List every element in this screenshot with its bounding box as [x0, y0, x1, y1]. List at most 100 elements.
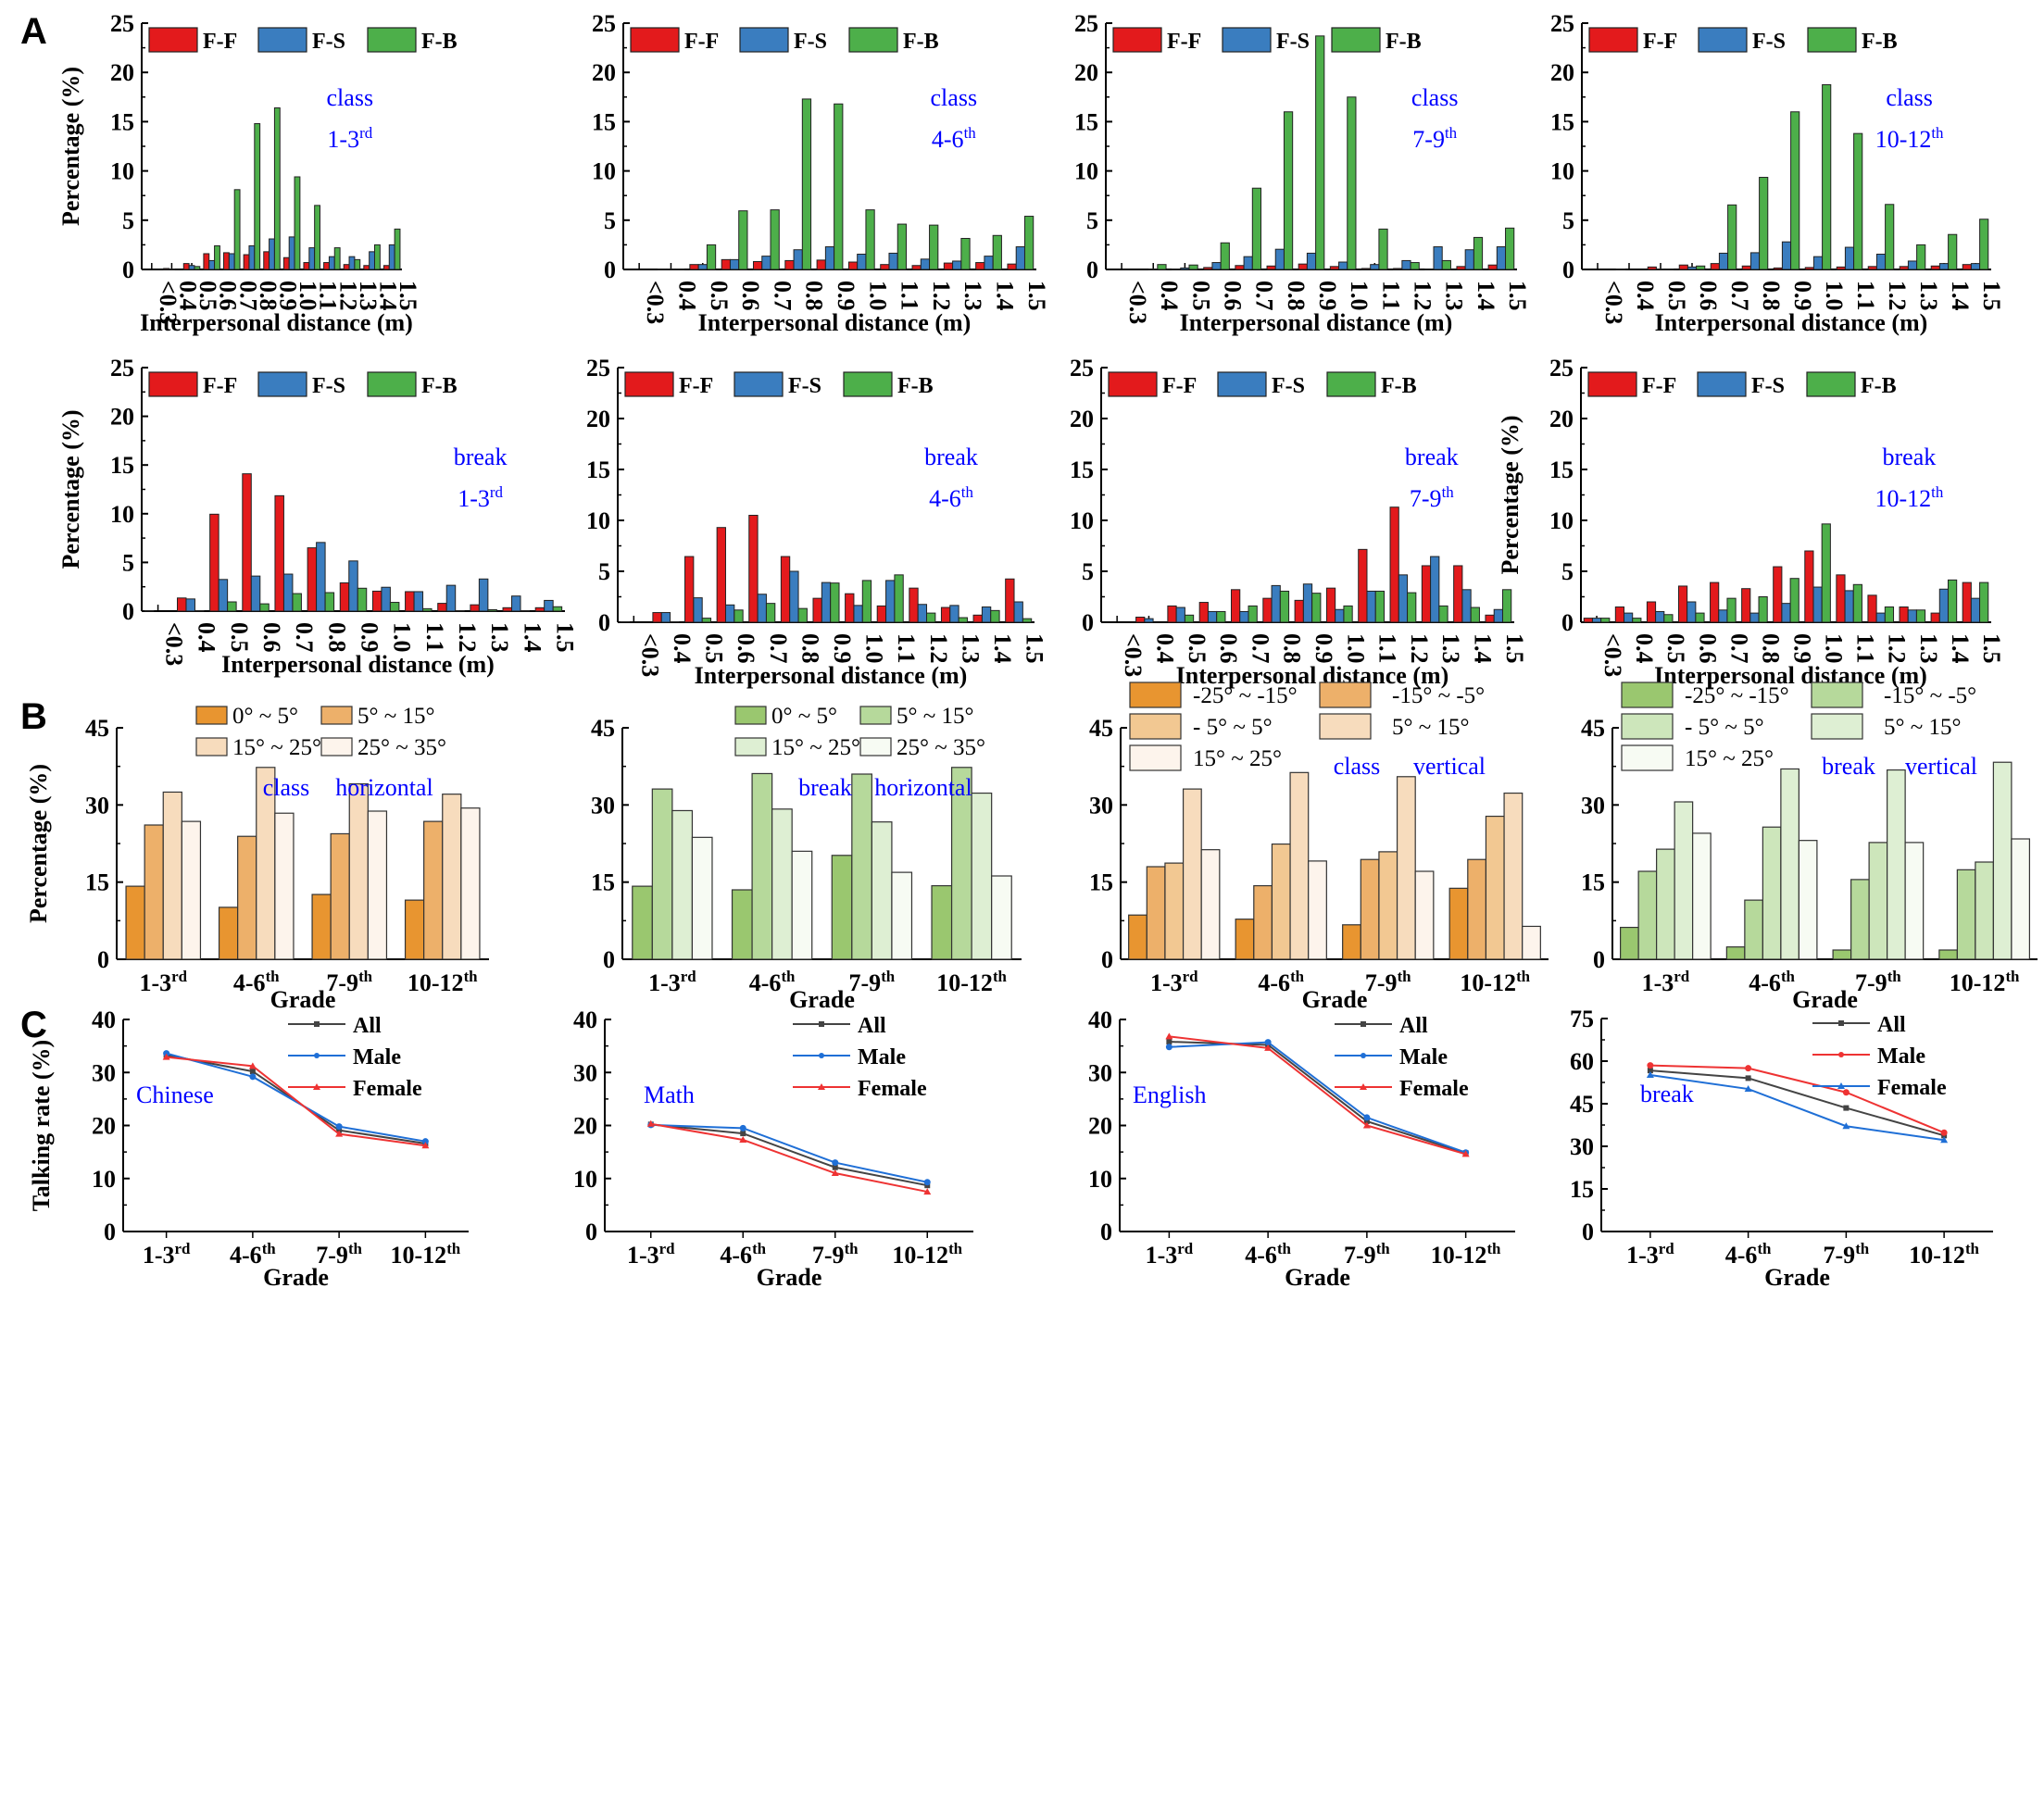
legend-swatch-f-f: [630, 27, 680, 53]
legend-label-f-f: F-F: [1162, 374, 1197, 398]
bar-f-b: [926, 612, 936, 623]
legend-label-male: Male: [353, 1045, 401, 1069]
bar-f-f: [1358, 548, 1368, 623]
y-tick-label: 20: [1070, 406, 1094, 432]
x-tick-label: 0.5: [1663, 281, 1690, 311]
legend-swatch: [1129, 713, 1182, 740]
x-tick-label: 10-12th: [408, 968, 478, 996]
bar-f-b: [738, 210, 748, 270]
x-tick-label: 0.4: [1631, 633, 1658, 664]
bar-f-b: [233, 189, 241, 270]
bar-f-b: [1759, 177, 1769, 270]
x-tick-label: 1.0: [389, 622, 416, 653]
y-tick-label: 15: [591, 869, 615, 896]
bar-f-f: [1325, 587, 1336, 623]
marker-circle: [832, 1159, 839, 1167]
bar-f-b: [487, 608, 497, 612]
legend-label-all: All: [858, 1014, 886, 1038]
bar-angle-range: [460, 807, 481, 960]
legend-label: -15° ~ -5°: [1884, 683, 1976, 708]
legend-label-f-b: F-B: [1862, 30, 1898, 54]
x-tick-label: 1.4: [375, 281, 402, 311]
y-tick-label: 30: [573, 1059, 597, 1086]
bar-f-b: [1470, 606, 1480, 623]
bar-f-b: [701, 618, 712, 623]
legend-swatch-f-s: [257, 371, 307, 397]
legend-swatch-f-b: [367, 27, 417, 53]
x-tick-label: 1.4: [989, 633, 1016, 664]
legend-marker: [1361, 1021, 1366, 1027]
bar-f-b: [389, 602, 400, 612]
bar-f-b: [1696, 265, 1706, 270]
bar-angle-range: [791, 850, 813, 960]
legend-label-f-s: F-S: [788, 374, 821, 398]
x-tick-label: 0.9: [1789, 281, 1816, 311]
legend-swatch: [1811, 713, 1863, 740]
x-tick-label: 1-3rd: [139, 968, 187, 996]
x-axis-title: Grade: [263, 1264, 329, 1291]
bar-angle-range: [1200, 849, 1221, 960]
y-tick-label: 15: [1570, 1176, 1594, 1203]
y-tick-label: 10: [110, 158, 134, 185]
bar-f-b: [1347, 96, 1357, 270]
x-tick-label: 1.0: [1821, 633, 1848, 664]
y-tick-label: 20: [1074, 59, 1098, 86]
bar-f-f: [1230, 589, 1241, 623]
x-axis-title: Interpersonal distance (m): [1180, 309, 1453, 336]
y-tick-label: 15: [1550, 108, 1574, 135]
bar-angle-range: [2011, 838, 2030, 960]
annotation-grade: 10-12th: [1875, 483, 1943, 512]
legend-swatch: [1621, 713, 1674, 740]
bar-f-b: [670, 620, 680, 623]
y-tick-label: 75: [1570, 1006, 1594, 1032]
x-tick-label: 4-6th: [720, 1240, 766, 1269]
bar-f-b: [1822, 84, 1832, 270]
legend-swatch: [734, 706, 767, 725]
x-tick-label: <0.3: [161, 622, 188, 666]
bar-f-b: [1157, 264, 1167, 270]
x-tick-label: 1.5: [1978, 281, 2005, 311]
x-tick-label: 1.0: [1346, 281, 1373, 311]
x-tick-label: 0.8: [1283, 281, 1310, 311]
x-tick-label: 1.3: [1437, 633, 1464, 664]
marker-square: [740, 1131, 746, 1137]
y-tick-label: 20: [592, 59, 616, 86]
x-tick-label: 4-6th: [1258, 968, 1304, 996]
bar-f-s: [1433, 246, 1443, 270]
x-tick-label: 7-9th: [316, 1240, 362, 1269]
x-tick-label: 0.7: [1247, 633, 1273, 664]
panel-label-b: B: [20, 696, 47, 737]
legend-label-f-b: F-B: [1381, 374, 1417, 398]
annotation-setting: class: [327, 84, 374, 111]
x-tick-label: 0.4: [1156, 281, 1183, 311]
legend-label-male: Male: [858, 1045, 906, 1069]
bar-f-b: [1315, 35, 1325, 270]
marker-circle: [1165, 1044, 1172, 1051]
bar-f-f: [1005, 578, 1015, 623]
y-tick-label: 10: [1070, 507, 1094, 534]
legend-marker: [314, 1021, 320, 1027]
legend-label-f-s: F-S: [1752, 30, 1786, 54]
x-tick-label: 0.9: [829, 633, 856, 664]
bar-f-b: [990, 609, 1000, 623]
bar-f-b: [1184, 614, 1195, 623]
x-tick-label: 1.3: [1441, 281, 1468, 311]
bar-f-b: [273, 107, 281, 270]
bar-f-b: [1251, 187, 1262, 270]
legend-label-f-f: F-F: [684, 30, 719, 54]
marker-square: [1363, 1118, 1370, 1124]
legend-swatch-f-f: [1108, 371, 1158, 397]
y-tick-label: 30: [1570, 1133, 1594, 1160]
bar-f-f: [1389, 506, 1399, 623]
bar-f-b: [1220, 242, 1230, 270]
marker-circle: [421, 1138, 429, 1145]
x-tick-label: 1.5: [395, 281, 421, 311]
x-tick-label: 0.9: [1314, 281, 1341, 311]
y-tick-label: 0: [97, 946, 109, 973]
x-tick-label: 0.8: [1279, 633, 1306, 664]
bar-f-b: [1726, 597, 1737, 623]
marker-triangle: [1940, 1136, 1949, 1144]
x-tick-label: <0.3: [1124, 281, 1151, 324]
